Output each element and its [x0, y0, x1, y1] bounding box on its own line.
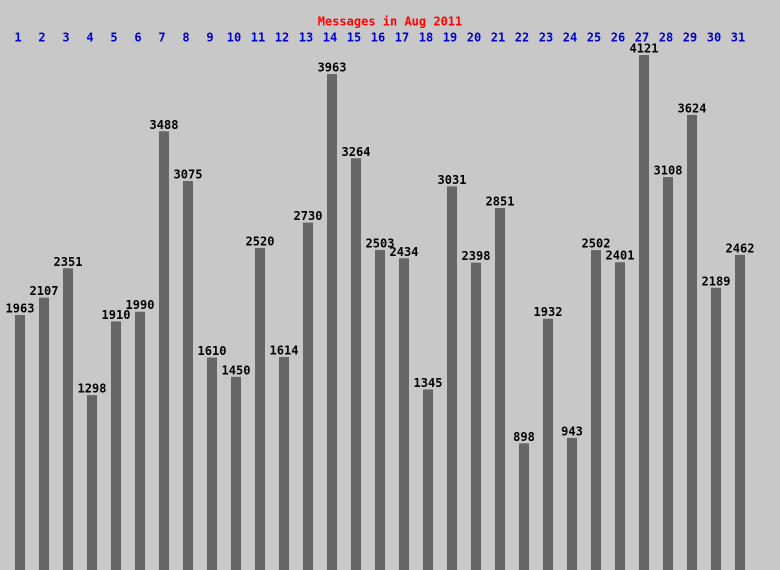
x-tick-label: 8: [182, 31, 189, 45]
value-label: 2462: [726, 241, 755, 255]
bar: [39, 297, 49, 570]
value-label: 3108: [654, 164, 683, 178]
value-label: 2502: [582, 237, 611, 251]
x-tick-label: 15: [347, 31, 361, 45]
value-label: 2351: [54, 255, 83, 269]
x-tick-label: 26: [611, 31, 625, 45]
bar: [303, 222, 313, 570]
bar: [135, 311, 145, 570]
value-label: 3624: [678, 101, 707, 115]
bar: [351, 158, 361, 570]
value-label: 1345: [414, 376, 443, 390]
bar: [663, 177, 673, 570]
x-tick-label: 14: [323, 31, 337, 45]
x-tick-label: 10: [227, 31, 241, 45]
bar: [591, 250, 601, 570]
bar: [447, 186, 457, 570]
value-label: 3264: [342, 145, 371, 159]
value-label: 2189: [702, 274, 731, 288]
x-tick-label: 18: [419, 31, 433, 45]
x-tick-label: 16: [371, 31, 385, 45]
x-tick-label: 21: [491, 31, 505, 45]
bar: [15, 314, 25, 570]
x-tick-label: 23: [539, 31, 553, 45]
x-tick-label: 2: [38, 31, 45, 45]
value-label: 4121: [630, 42, 659, 56]
value-label: 1963: [6, 301, 35, 315]
bar: [207, 357, 217, 570]
x-tick-label: 13: [299, 31, 313, 45]
value-label: 2503: [366, 236, 395, 250]
value-label: 3031: [438, 173, 467, 187]
x-tick-label: 3: [62, 31, 69, 45]
bar: [87, 395, 97, 570]
x-tick-label: 7: [158, 31, 165, 45]
value-label: 3963: [318, 61, 347, 75]
bar: [519, 443, 529, 570]
x-tick-label: 27: [635, 31, 649, 45]
x-tick-label: 30: [707, 31, 721, 45]
bar: [111, 321, 121, 570]
bar: [735, 254, 745, 570]
bar: [231, 376, 241, 570]
chart-title: Messages in Aug 2011: [318, 15, 463, 29]
bar: [159, 131, 169, 570]
bar: [471, 262, 481, 570]
bar: [279, 357, 289, 570]
value-label: 2107: [30, 284, 59, 298]
value-label: 3488: [150, 118, 179, 132]
value-label: 1610: [198, 344, 227, 358]
value-label: 3075: [174, 168, 203, 182]
bar: [615, 262, 625, 570]
value-label: 1450: [222, 363, 251, 377]
bar: [543, 318, 553, 570]
bar: [255, 247, 265, 570]
bar: [495, 208, 505, 570]
x-tick-label: 28: [659, 31, 673, 45]
bar: [639, 55, 649, 570]
x-tick-label: 19: [443, 31, 457, 45]
x-tick-label: 22: [515, 31, 529, 45]
x-tick-label: 9: [206, 31, 213, 45]
value-label: 898: [513, 430, 535, 444]
value-label: 2434: [390, 245, 419, 259]
value-label: 2730: [294, 209, 323, 223]
x-tick-label: 4: [86, 31, 93, 45]
value-label: 2398: [462, 249, 491, 263]
bar: [687, 114, 697, 570]
bar: [183, 181, 193, 570]
x-tick-label: 11: [251, 31, 265, 45]
bar: [375, 249, 385, 570]
value-label: 2851: [486, 195, 515, 209]
x-tick-label: 24: [563, 31, 577, 45]
bar: [327, 74, 337, 570]
x-tick-label: 29: [683, 31, 697, 45]
value-label: 1990: [126, 298, 155, 312]
x-tick-label: 31: [731, 31, 745, 45]
value-label: 2401: [606, 249, 635, 263]
value-label: 1910: [102, 308, 131, 322]
x-tick-label: 5: [110, 31, 117, 45]
value-label: 1932: [534, 305, 563, 319]
x-tick-label: 17: [395, 31, 409, 45]
value-label: 1614: [270, 344, 299, 358]
bar: [63, 268, 73, 570]
value-label: 1298: [78, 382, 107, 396]
bar: [711, 287, 721, 570]
x-tick-label: 25: [587, 31, 601, 45]
x-tick-label: 6: [134, 31, 141, 45]
x-tick-label: 12: [275, 31, 289, 45]
bar: [399, 258, 409, 570]
value-label: 943: [561, 424, 583, 438]
x-tick-label: 20: [467, 31, 481, 45]
value-label: 2520: [246, 234, 275, 248]
bar: [423, 389, 433, 570]
x-tick-label: 1: [14, 31, 21, 45]
bar: [567, 437, 577, 570]
